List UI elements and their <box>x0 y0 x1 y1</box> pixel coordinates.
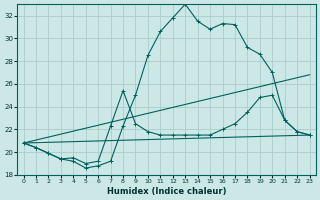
X-axis label: Humidex (Indice chaleur): Humidex (Indice chaleur) <box>107 187 226 196</box>
